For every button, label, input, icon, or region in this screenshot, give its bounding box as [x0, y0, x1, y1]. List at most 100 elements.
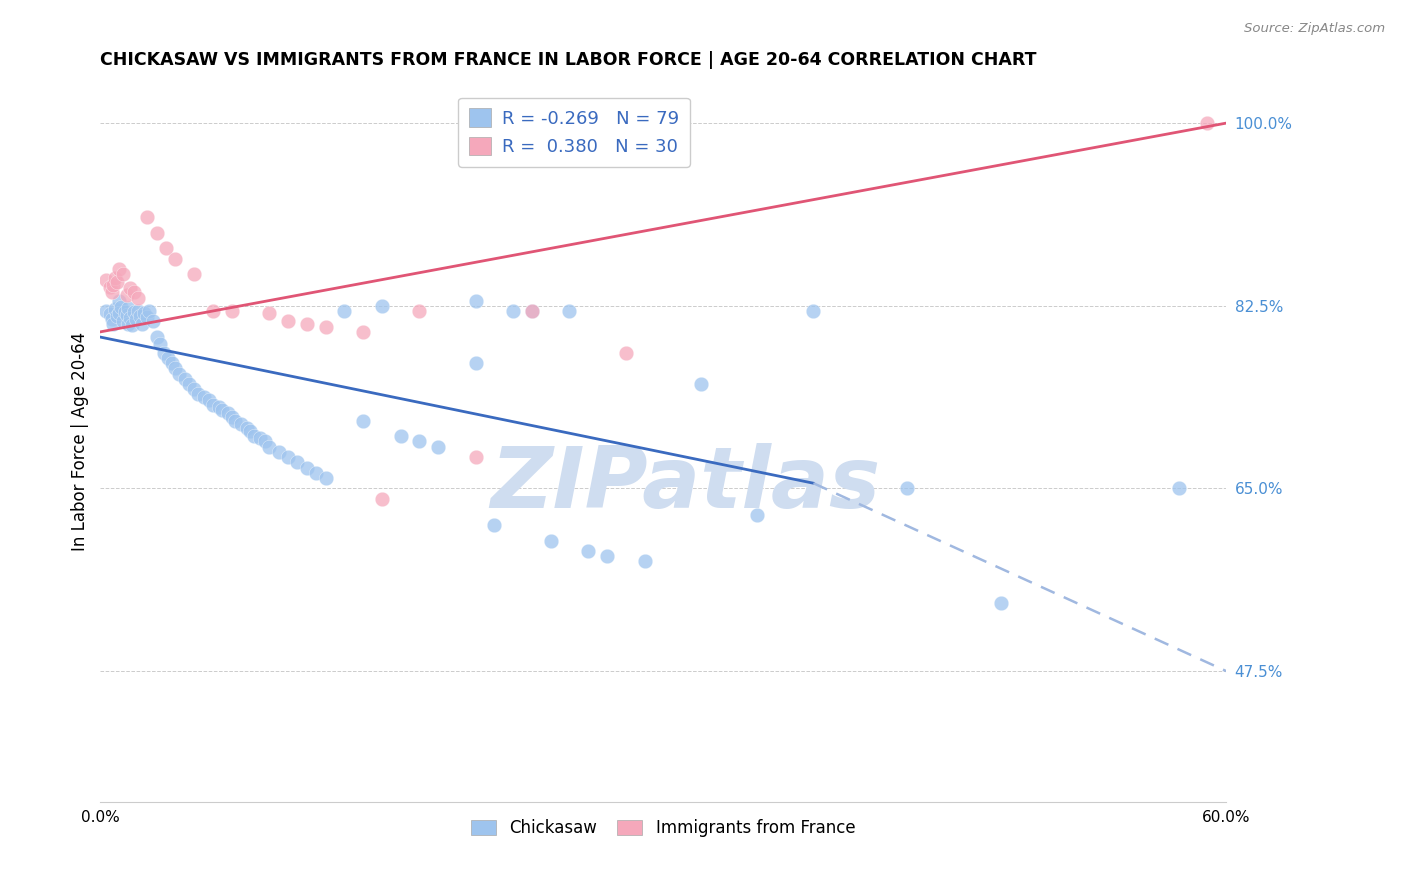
- Point: [125, 312, 148, 326]
- Point: [389, 429, 412, 443]
- Point: [122, 305, 145, 319]
- Point: [111, 268, 134, 282]
- Point: [239, 424, 262, 438]
- Point: [689, 377, 711, 392]
- Point: [115, 308, 138, 322]
- Point: [1197, 116, 1219, 130]
- Point: [145, 226, 167, 240]
- Point: [187, 387, 209, 401]
- Point: [221, 410, 243, 425]
- Point: [105, 275, 128, 289]
- Point: [165, 361, 187, 376]
- Point: [201, 304, 224, 318]
- Point: [427, 440, 450, 454]
- Y-axis label: In Labor Force | Age 20-64: In Labor Force | Age 20-64: [72, 332, 89, 551]
- Point: [305, 466, 328, 480]
- Point: [352, 325, 374, 339]
- Point: [114, 305, 136, 319]
- Point: [108, 293, 131, 308]
- Point: [177, 377, 200, 392]
- Point: [295, 317, 318, 331]
- Point: [120, 281, 142, 295]
- Point: [127, 292, 149, 306]
- Point: [136, 310, 159, 325]
- Point: [614, 345, 637, 359]
- Point: [104, 270, 127, 285]
- Point: [371, 491, 394, 506]
- Point: [94, 273, 117, 287]
- Legend: Chickasaw, Immigrants from France: Chickasaw, Immigrants from France: [464, 813, 862, 844]
- Text: CHICKASAW VS IMMIGRANTS FROM FRANCE IN LABOR FORCE | AGE 20-64 CORRELATION CHART: CHICKASAW VS IMMIGRANTS FROM FRANCE IN L…: [100, 51, 1036, 69]
- Point: [596, 549, 619, 564]
- Point: [120, 311, 142, 326]
- Point: [132, 306, 155, 320]
- Point: [257, 306, 280, 320]
- Point: [198, 392, 221, 407]
- Point: [576, 544, 599, 558]
- Point: [633, 554, 655, 568]
- Point: [104, 301, 127, 316]
- Point: [115, 288, 138, 302]
- Point: [333, 304, 356, 318]
- Point: [315, 471, 337, 485]
- Point: [128, 309, 150, 323]
- Point: [315, 319, 337, 334]
- Point: [277, 450, 299, 464]
- Point: [110, 300, 132, 314]
- Point: [990, 596, 1012, 610]
- Point: [103, 277, 125, 292]
- Point: [352, 414, 374, 428]
- Point: [896, 482, 918, 496]
- Point: [745, 508, 768, 522]
- Point: [211, 403, 233, 417]
- Point: [121, 318, 143, 332]
- Point: [127, 304, 149, 318]
- Point: [131, 317, 153, 331]
- Point: [122, 285, 145, 300]
- Point: [221, 304, 243, 318]
- Point: [520, 304, 543, 318]
- Point: [243, 429, 266, 443]
- Point: [153, 345, 176, 359]
- Point: [155, 241, 177, 255]
- Point: [207, 400, 229, 414]
- Point: [145, 330, 167, 344]
- Point: [142, 314, 165, 328]
- Point: [165, 252, 187, 266]
- Point: [117, 301, 139, 315]
- Point: [464, 450, 486, 464]
- Point: [267, 445, 290, 459]
- Point: [193, 390, 215, 404]
- Point: [277, 314, 299, 328]
- Point: [94, 304, 117, 318]
- Point: [235, 421, 257, 435]
- Point: [254, 434, 277, 449]
- Point: [408, 304, 430, 318]
- Point: [371, 299, 394, 313]
- Point: [803, 304, 825, 318]
- Point: [103, 317, 125, 331]
- Point: [167, 367, 190, 381]
- Point: [464, 293, 486, 308]
- Point: [502, 304, 524, 318]
- Point: [156, 351, 179, 365]
- Point: [1168, 482, 1191, 496]
- Point: [540, 533, 562, 548]
- Text: ZIPatlas: ZIPatlas: [491, 443, 882, 526]
- Point: [558, 304, 581, 318]
- Point: [117, 317, 139, 331]
- Point: [183, 268, 205, 282]
- Point: [295, 460, 318, 475]
- Point: [160, 356, 183, 370]
- Point: [229, 417, 252, 431]
- Point: [149, 337, 172, 351]
- Point: [100, 285, 122, 300]
- Point: [217, 406, 239, 420]
- Point: [98, 280, 121, 294]
- Point: [111, 314, 134, 328]
- Point: [98, 307, 121, 321]
- Point: [464, 356, 486, 370]
- Point: [173, 372, 195, 386]
- Point: [138, 304, 160, 318]
- Point: [257, 440, 280, 454]
